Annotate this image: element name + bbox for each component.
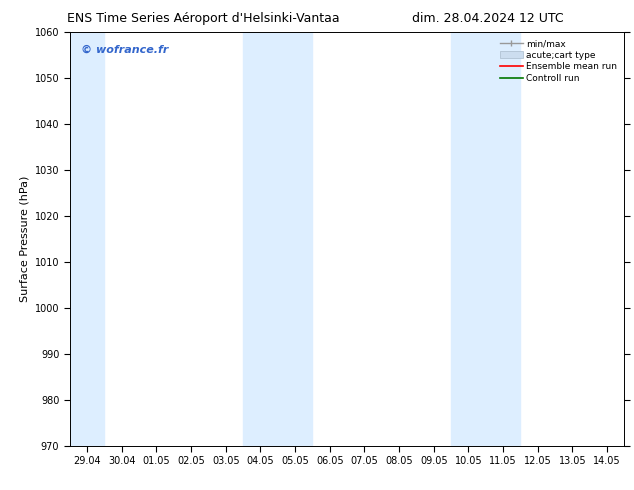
Legend: min/max, acute;cart type, Ensemble mean run, Controll run: min/max, acute;cart type, Ensemble mean …: [498, 36, 620, 86]
Bar: [451, 32, 521, 446]
Text: ENS Time Series Aéroport d'Helsinki-Vantaa: ENS Time Series Aéroport d'Helsinki-Vant…: [67, 12, 339, 25]
Y-axis label: Surface Pressure (hPa): Surface Pressure (hPa): [19, 176, 29, 302]
Bar: [70, 32, 105, 446]
Bar: [243, 32, 313, 446]
Text: dim. 28.04.2024 12 UTC: dim. 28.04.2024 12 UTC: [412, 12, 564, 25]
Text: © wofrance.fr: © wofrance.fr: [81, 44, 168, 54]
